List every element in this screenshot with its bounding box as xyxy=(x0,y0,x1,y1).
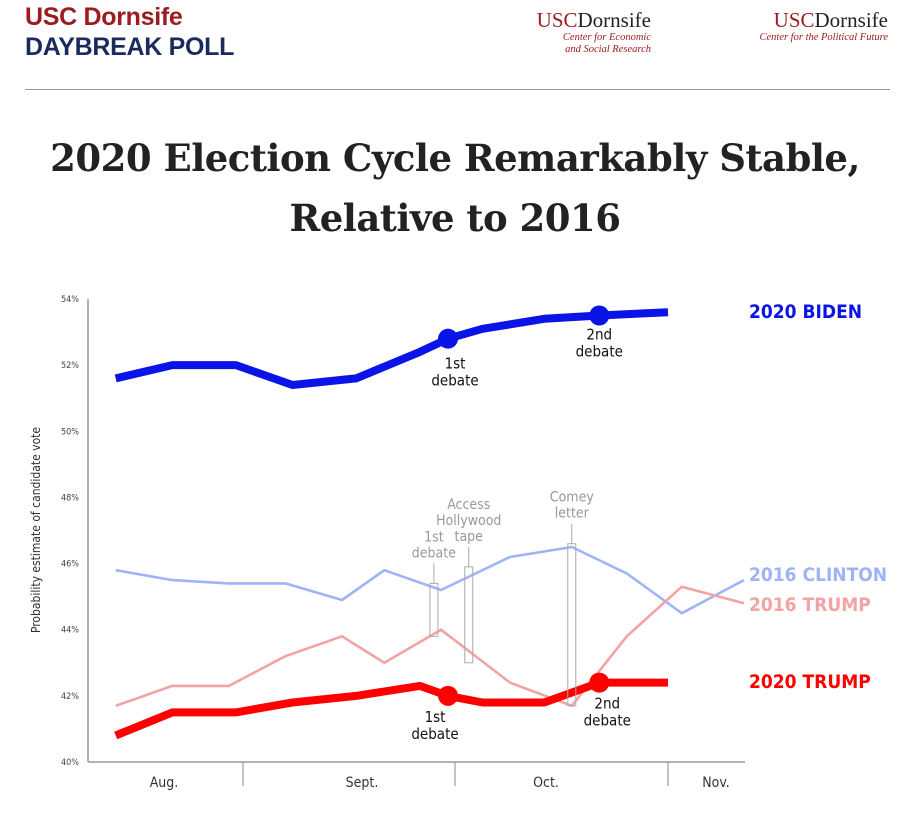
x-tick-label: Aug. xyxy=(150,775,179,791)
debate-marker xyxy=(438,685,459,706)
series-line-2020-biden xyxy=(114,308,669,389)
event-label: debate xyxy=(412,545,456,561)
debate-label: 2nd xyxy=(586,326,612,344)
y-tick-label: 44% xyxy=(61,626,79,636)
debate-marker xyxy=(438,328,459,349)
y-tick-label: 42% xyxy=(61,692,79,702)
brand-logo: USC Dornsife DAYBREAK POLL xyxy=(25,2,234,62)
y-tick-label: 40% xyxy=(61,758,79,768)
logo-economic-research: USCDornsife Center for Economic and Soci… xyxy=(536,8,651,55)
event-bracket xyxy=(567,543,577,707)
event-label: tape xyxy=(455,529,484,545)
y-axis-label: Probability estimate of candidate vote xyxy=(29,427,43,633)
debate-label: 1st xyxy=(445,355,466,373)
brand-line2: DAYBREAK POLL xyxy=(25,33,235,61)
series-line-2020-trump xyxy=(114,678,668,740)
debate-label: debate xyxy=(411,725,458,743)
legend-label: 2020 BIDEN xyxy=(749,301,862,323)
debate-marker xyxy=(589,672,610,693)
debate-label: debate xyxy=(576,343,623,361)
debate-label: debate xyxy=(431,372,478,390)
legend-label: 2016 CLINTON xyxy=(749,564,887,586)
brand-line1: USC Dornsife xyxy=(25,3,183,31)
x-tick-label: Nov. xyxy=(702,775,730,791)
event-label: Hollywood xyxy=(436,513,501,529)
event-label: Access xyxy=(447,497,490,513)
series-line-2016-clinton xyxy=(115,545,745,615)
x-tick-label: Oct. xyxy=(533,775,559,791)
series-line-2016-trump xyxy=(115,585,745,708)
x-tick-label: Sept. xyxy=(346,775,379,791)
debate-label: 1st xyxy=(425,708,446,726)
event-label: Comey xyxy=(550,490,595,506)
event-bracket xyxy=(429,582,439,637)
divider xyxy=(25,89,890,90)
debate-label: 2nd xyxy=(594,695,620,713)
debate-label: debate xyxy=(584,712,631,730)
logo-political-future: USCDornsife Center for the Political Fut… xyxy=(759,8,888,43)
chart-title: 2020 Election Cycle Remarkably Stable, R… xyxy=(50,136,860,240)
y-tick-label: 48% xyxy=(61,493,79,503)
y-tick-label: 46% xyxy=(61,560,79,570)
y-tick-label: 50% xyxy=(61,427,79,437)
debate-marker xyxy=(589,305,610,326)
y-tick-label: 54% xyxy=(61,295,79,305)
event-label: 1st xyxy=(424,529,444,545)
y-tick-label: 52% xyxy=(61,361,79,371)
legend-label: 2020 TRUMP xyxy=(749,671,871,693)
legend-label: 2016 TRUMP xyxy=(749,594,871,616)
event-label: letter xyxy=(555,506,590,522)
